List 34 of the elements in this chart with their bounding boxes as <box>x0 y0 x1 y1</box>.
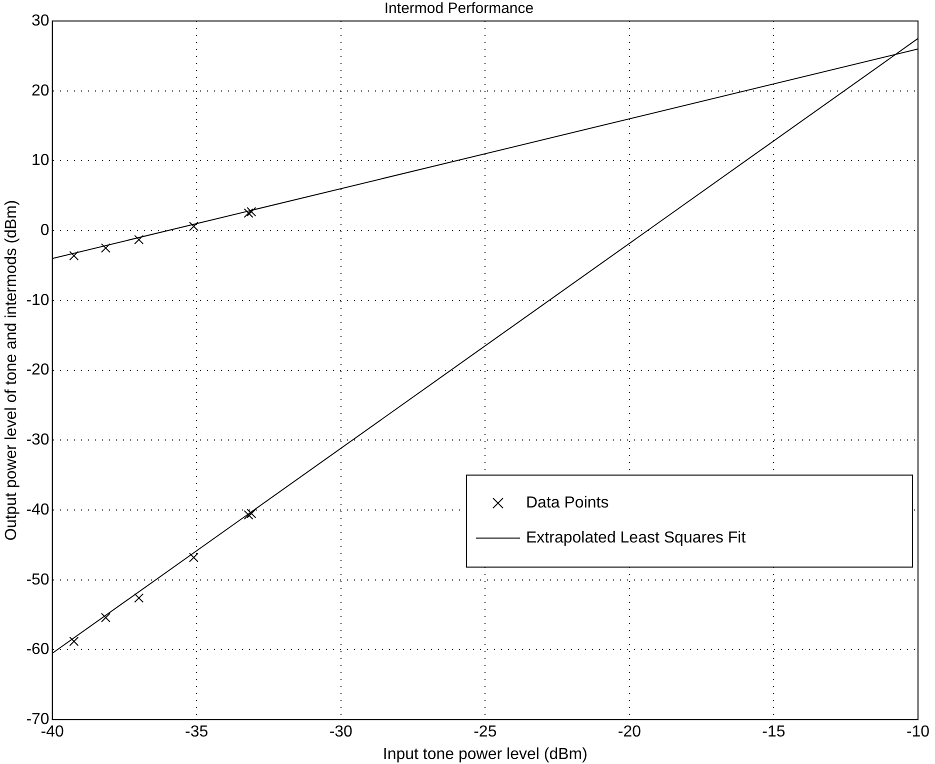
point <box>188 552 198 562</box>
y-tick-label: -40 <box>26 501 50 518</box>
point <box>188 222 198 232</box>
legend-label: Extrapolated Least Squares Fit <box>526 530 746 547</box>
point <box>100 612 110 622</box>
y-tick-label: -50 <box>26 571 50 588</box>
point <box>246 206 256 216</box>
y-axis-title: Output power level of tone and intermods (dBm) <box>3 200 20 541</box>
legend-label: Data Points <box>526 494 609 512</box>
point <box>134 593 144 603</box>
y-tick-label: 20 <box>32 82 50 100</box>
y-tick-label: -70 <box>26 711 50 728</box>
x-tick-label: -35 <box>185 724 208 741</box>
point <box>244 510 254 520</box>
y-tick-label: -30 <box>26 432 50 449</box>
x-tick-label: -20 <box>618 724 642 741</box>
point <box>69 250 79 260</box>
point <box>134 234 144 244</box>
x-tick-label: -15 <box>762 724 786 741</box>
point <box>100 243 110 253</box>
y-tick-label: -20 <box>26 362 50 379</box>
y-tick-label: 10 <box>32 152 50 170</box>
point <box>244 208 254 218</box>
y-tick-label: 0 <box>40 222 50 239</box>
point <box>69 636 79 646</box>
chart-title: Intermod Performance <box>384 0 534 18</box>
y-tick-label: -60 <box>26 641 50 658</box>
point <box>246 508 256 518</box>
y-tick-label: -10 <box>26 292 50 309</box>
x-tick-label: -30 <box>329 724 353 741</box>
x-tick-label: -25 <box>474 724 497 741</box>
x-axis-title: Input tone power level (dBm) <box>382 746 588 763</box>
x-tick-label: -10 <box>906 724 930 741</box>
y-tick-label: 30 <box>32 12 50 30</box>
